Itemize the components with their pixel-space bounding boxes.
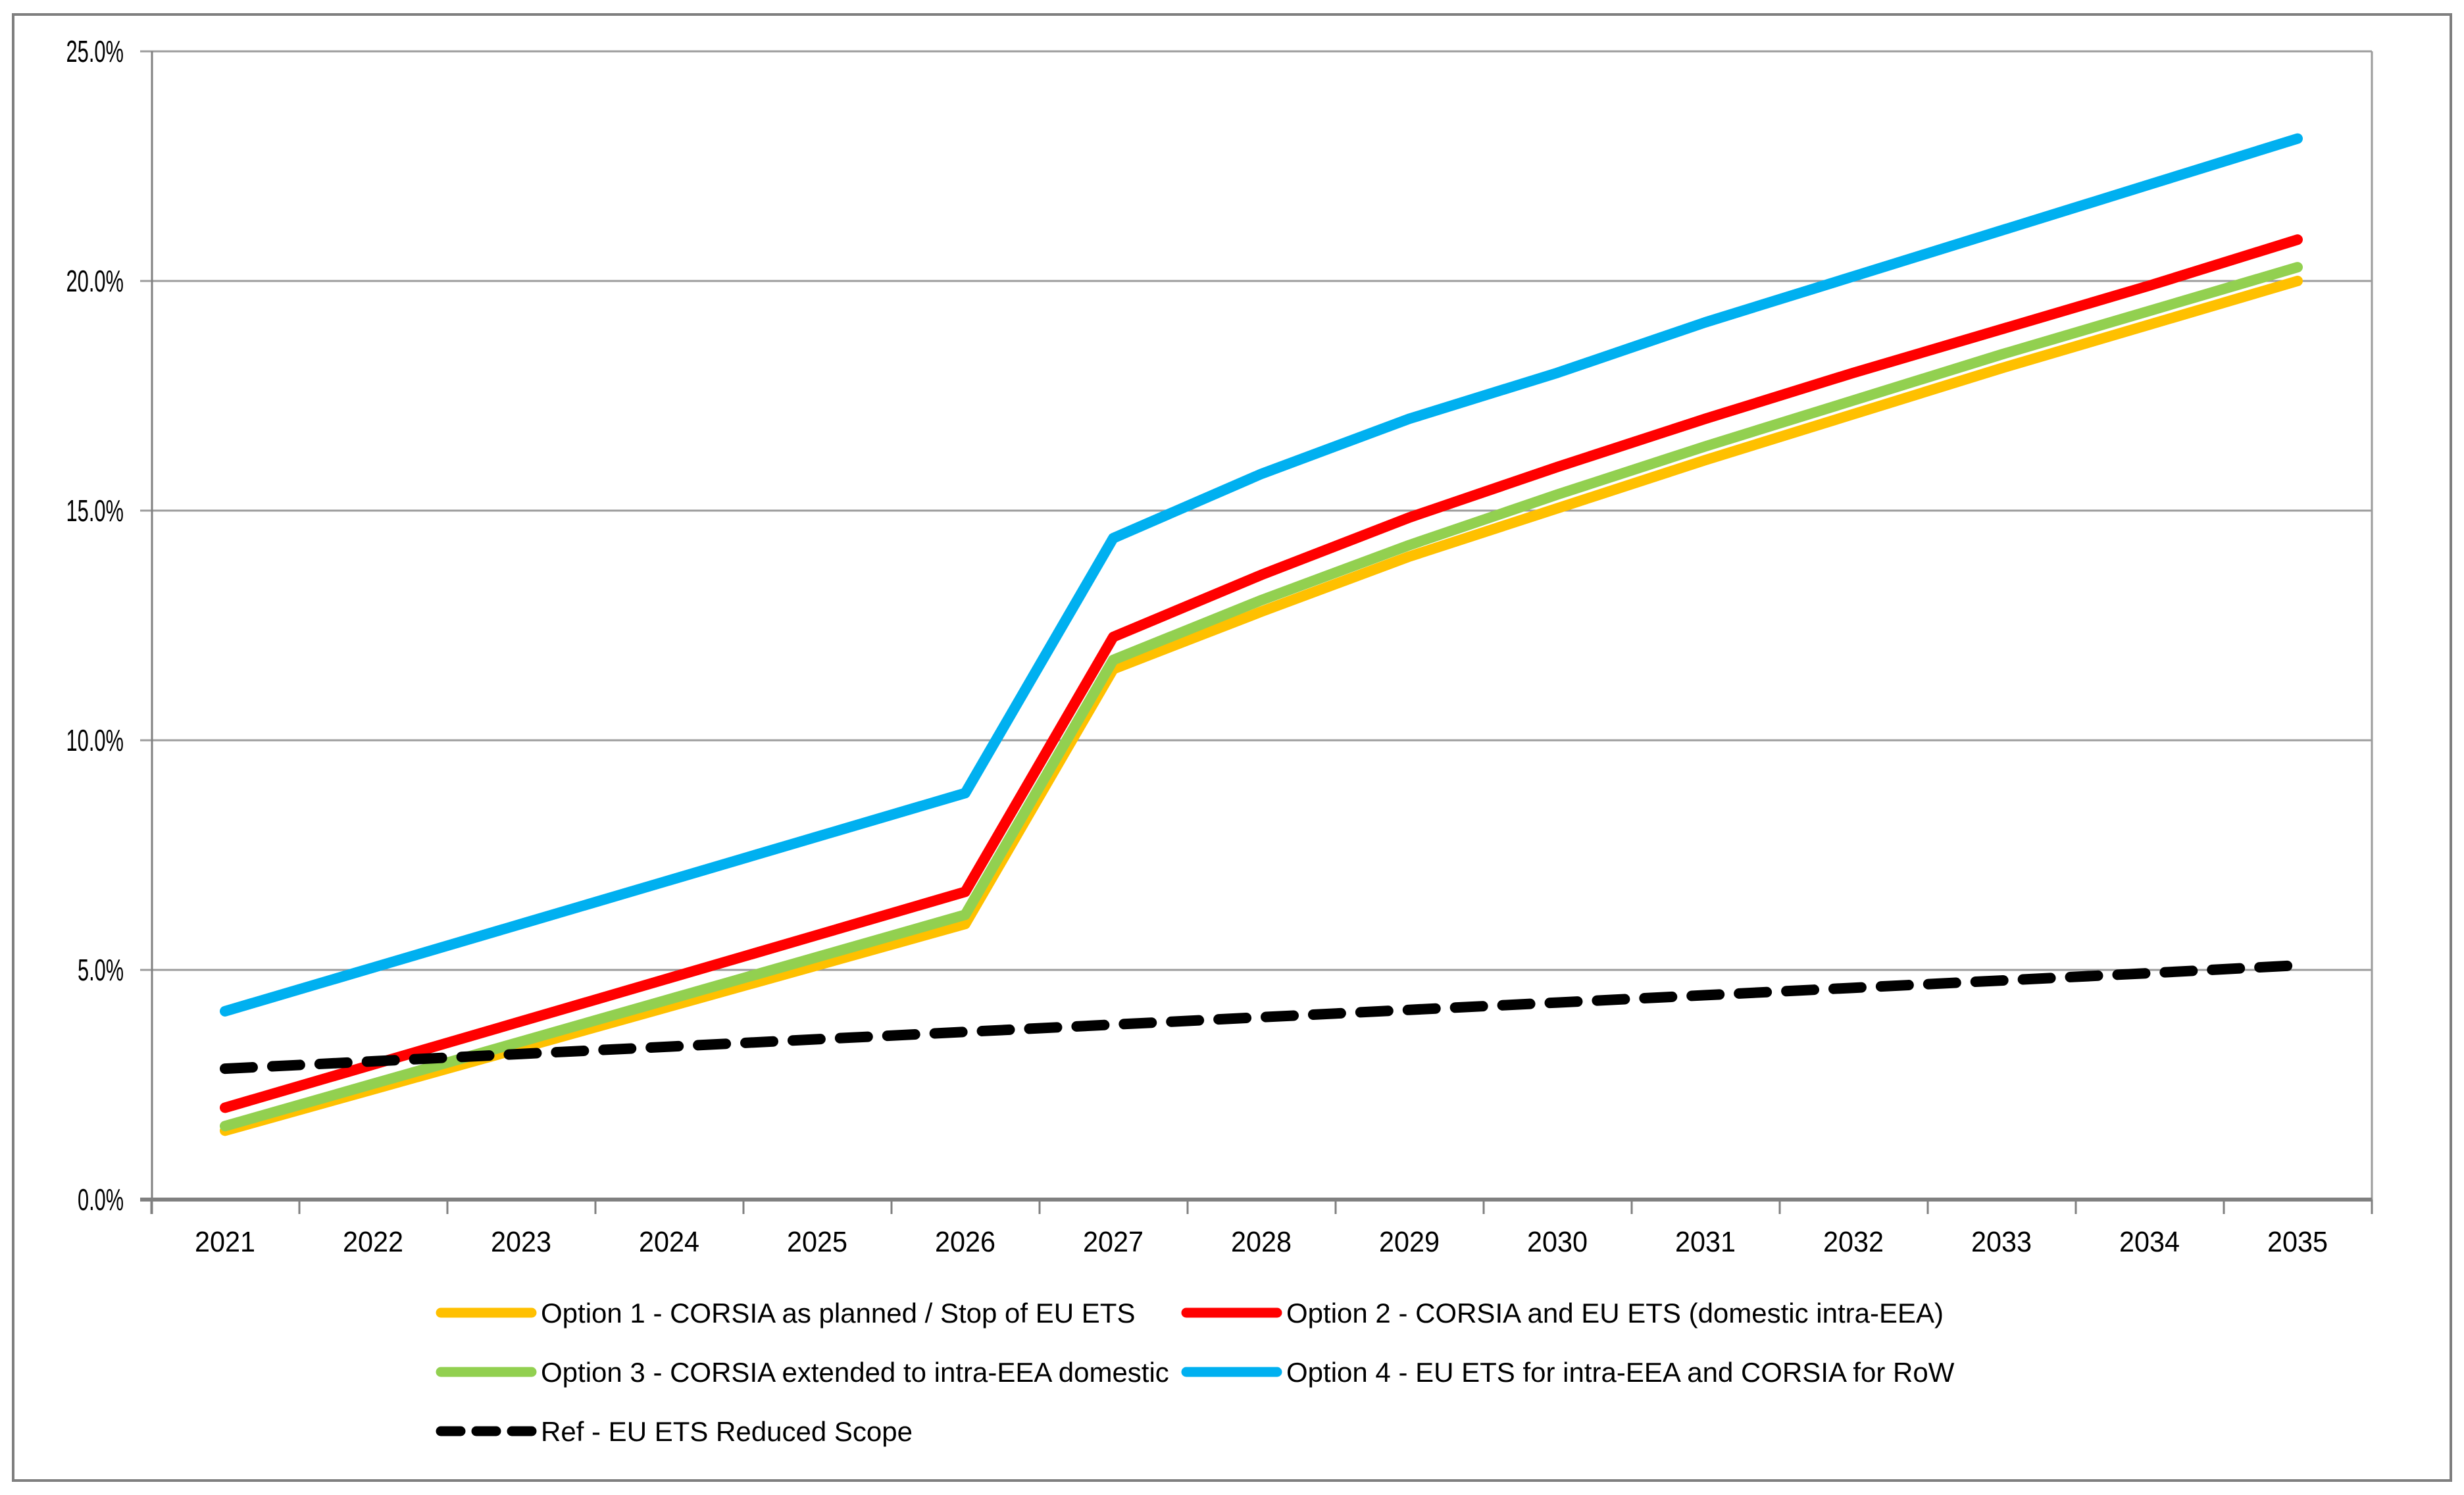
x-axis-label: 2031	[1675, 1226, 1736, 1258]
legend-item-option4: Option 4 - EU ETS for intra-EEA and CORS…	[1181, 1357, 1955, 1388]
series-line-option1	[220, 276, 2303, 1136]
chart-legend: Option 1 - CORSIA as planned / Stop of E…	[436, 1298, 1955, 1447]
legend-label-ref: Ref - EU ETS Reduced Scope	[541, 1416, 913, 1447]
y-axis-label: 20.0%	[66, 264, 124, 298]
legend-item-option3: Option 3 - CORSIA extended to intra-EEA …	[436, 1357, 1169, 1388]
x-axis-label: 2029	[1379, 1226, 1440, 1258]
x-axis-label: 2027	[1083, 1226, 1144, 1258]
y-axis-labels: 0.0% 5.0% 10.0% 15.0% 20.0% 25.0%	[66, 34, 124, 1217]
x-axis-label: 2028	[1231, 1226, 1292, 1258]
legend-item-option1: Option 1 - CORSIA as planned / Stop of E…	[436, 1298, 1135, 1329]
x-axis-label: 2034	[2119, 1226, 2180, 1258]
data-series	[220, 133, 2303, 1136]
y-axis-label: 10.0%	[66, 723, 124, 757]
figure-border	[12, 13, 2452, 1482]
x-axis-label: 2032	[1823, 1226, 1884, 1258]
y-axis-label: 5.0%	[78, 953, 124, 987]
axes	[140, 51, 2373, 1214]
x-axis-label: 2023	[491, 1226, 551, 1258]
y-axis-label: 25.0%	[66, 34, 124, 68]
series-line-option4	[220, 133, 2303, 1017]
x-axis-label: 2022	[343, 1226, 403, 1258]
x-axis-labels: 2021 2022 2023 2024 2025 2026 2027 2028 2029 2030…	[195, 1226, 2328, 1258]
x-axis-label: 2035	[2267, 1226, 2328, 1258]
legend-label-option2: Option 2 - CORSIA and EU ETS (domestic i…	[1286, 1298, 1944, 1329]
axis-ticks	[150, 1200, 2373, 1214]
legend-item-option2: Option 2 - CORSIA and EU ETS (domestic i…	[1181, 1298, 1944, 1329]
legend-label-option4: Option 4 - EU ETS for intra-EEA and CORS…	[1286, 1357, 1955, 1388]
series-line-option2	[220, 234, 2303, 1113]
x-axis-label: 2026	[935, 1226, 995, 1258]
x-axis-label: 2024	[639, 1226, 699, 1258]
series-line-ref	[220, 960, 2303, 1075]
legend-item-ref: Ref - EU ETS Reduced Scope	[436, 1416, 913, 1447]
legend-label-option3: Option 3 - CORSIA extended to intra-EEA …	[541, 1357, 1169, 1388]
y-axis-label: 0.0%	[78, 1182, 124, 1217]
x-axis-label: 2021	[195, 1226, 255, 1258]
series-line-option3	[220, 262, 2303, 1132]
gridlines	[140, 50, 2372, 971]
legend-label-option1: Option 1 - CORSIA as planned / Stop of E…	[541, 1298, 1135, 1329]
x-axis-label: 2030	[1527, 1226, 1588, 1258]
x-axis-label: 2025	[787, 1226, 847, 1258]
y-axis-label: 15.0%	[66, 494, 124, 528]
x-axis-label: 2033	[1971, 1226, 2032, 1258]
